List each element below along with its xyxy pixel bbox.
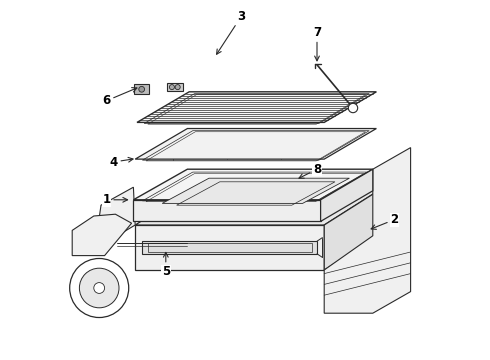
- Polygon shape: [324, 148, 411, 313]
- Text: 1: 1: [102, 193, 127, 206]
- Circle shape: [348, 103, 358, 113]
- Circle shape: [79, 268, 119, 308]
- Polygon shape: [143, 241, 317, 254]
- Text: 8: 8: [299, 163, 321, 178]
- Circle shape: [139, 86, 145, 92]
- Polygon shape: [133, 169, 373, 200]
- Polygon shape: [320, 169, 373, 221]
- Polygon shape: [133, 200, 320, 221]
- Polygon shape: [324, 191, 378, 270]
- FancyBboxPatch shape: [134, 84, 149, 94]
- Polygon shape: [137, 92, 376, 122]
- Polygon shape: [135, 225, 324, 270]
- Circle shape: [70, 258, 129, 318]
- Text: 3: 3: [217, 10, 245, 54]
- Text: 4: 4: [109, 156, 133, 168]
- Polygon shape: [135, 191, 378, 225]
- Polygon shape: [72, 214, 132, 256]
- Text: 5: 5: [162, 252, 170, 278]
- Polygon shape: [135, 129, 376, 159]
- Circle shape: [175, 85, 180, 90]
- FancyBboxPatch shape: [167, 83, 183, 91]
- Polygon shape: [162, 178, 349, 203]
- Text: 2: 2: [371, 213, 398, 229]
- Polygon shape: [98, 187, 135, 241]
- Text: 7: 7: [313, 26, 321, 61]
- Circle shape: [170, 85, 174, 90]
- Circle shape: [94, 283, 104, 293]
- Text: 6: 6: [102, 87, 137, 107]
